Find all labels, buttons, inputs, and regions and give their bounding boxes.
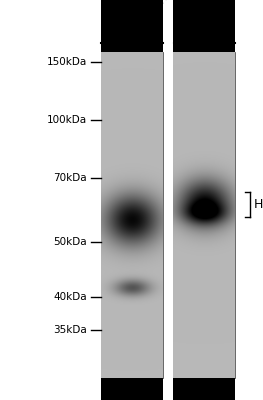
Bar <box>101 52 163 378</box>
Text: 40kDa: 40kDa <box>53 292 87 302</box>
Text: 35kDa: 35kDa <box>53 325 87 335</box>
Text: 150kDa: 150kDa <box>47 57 87 67</box>
Text: Mouse liver: Mouse liver <box>125 0 174 37</box>
Text: Rat liver: Rat liver <box>198 0 235 37</box>
Text: 50kDa: 50kDa <box>53 237 87 247</box>
Bar <box>174 52 235 378</box>
Text: 70kDa: 70kDa <box>53 173 87 183</box>
Text: 100kDa: 100kDa <box>47 115 87 125</box>
Text: HRH1: HRH1 <box>254 198 263 211</box>
